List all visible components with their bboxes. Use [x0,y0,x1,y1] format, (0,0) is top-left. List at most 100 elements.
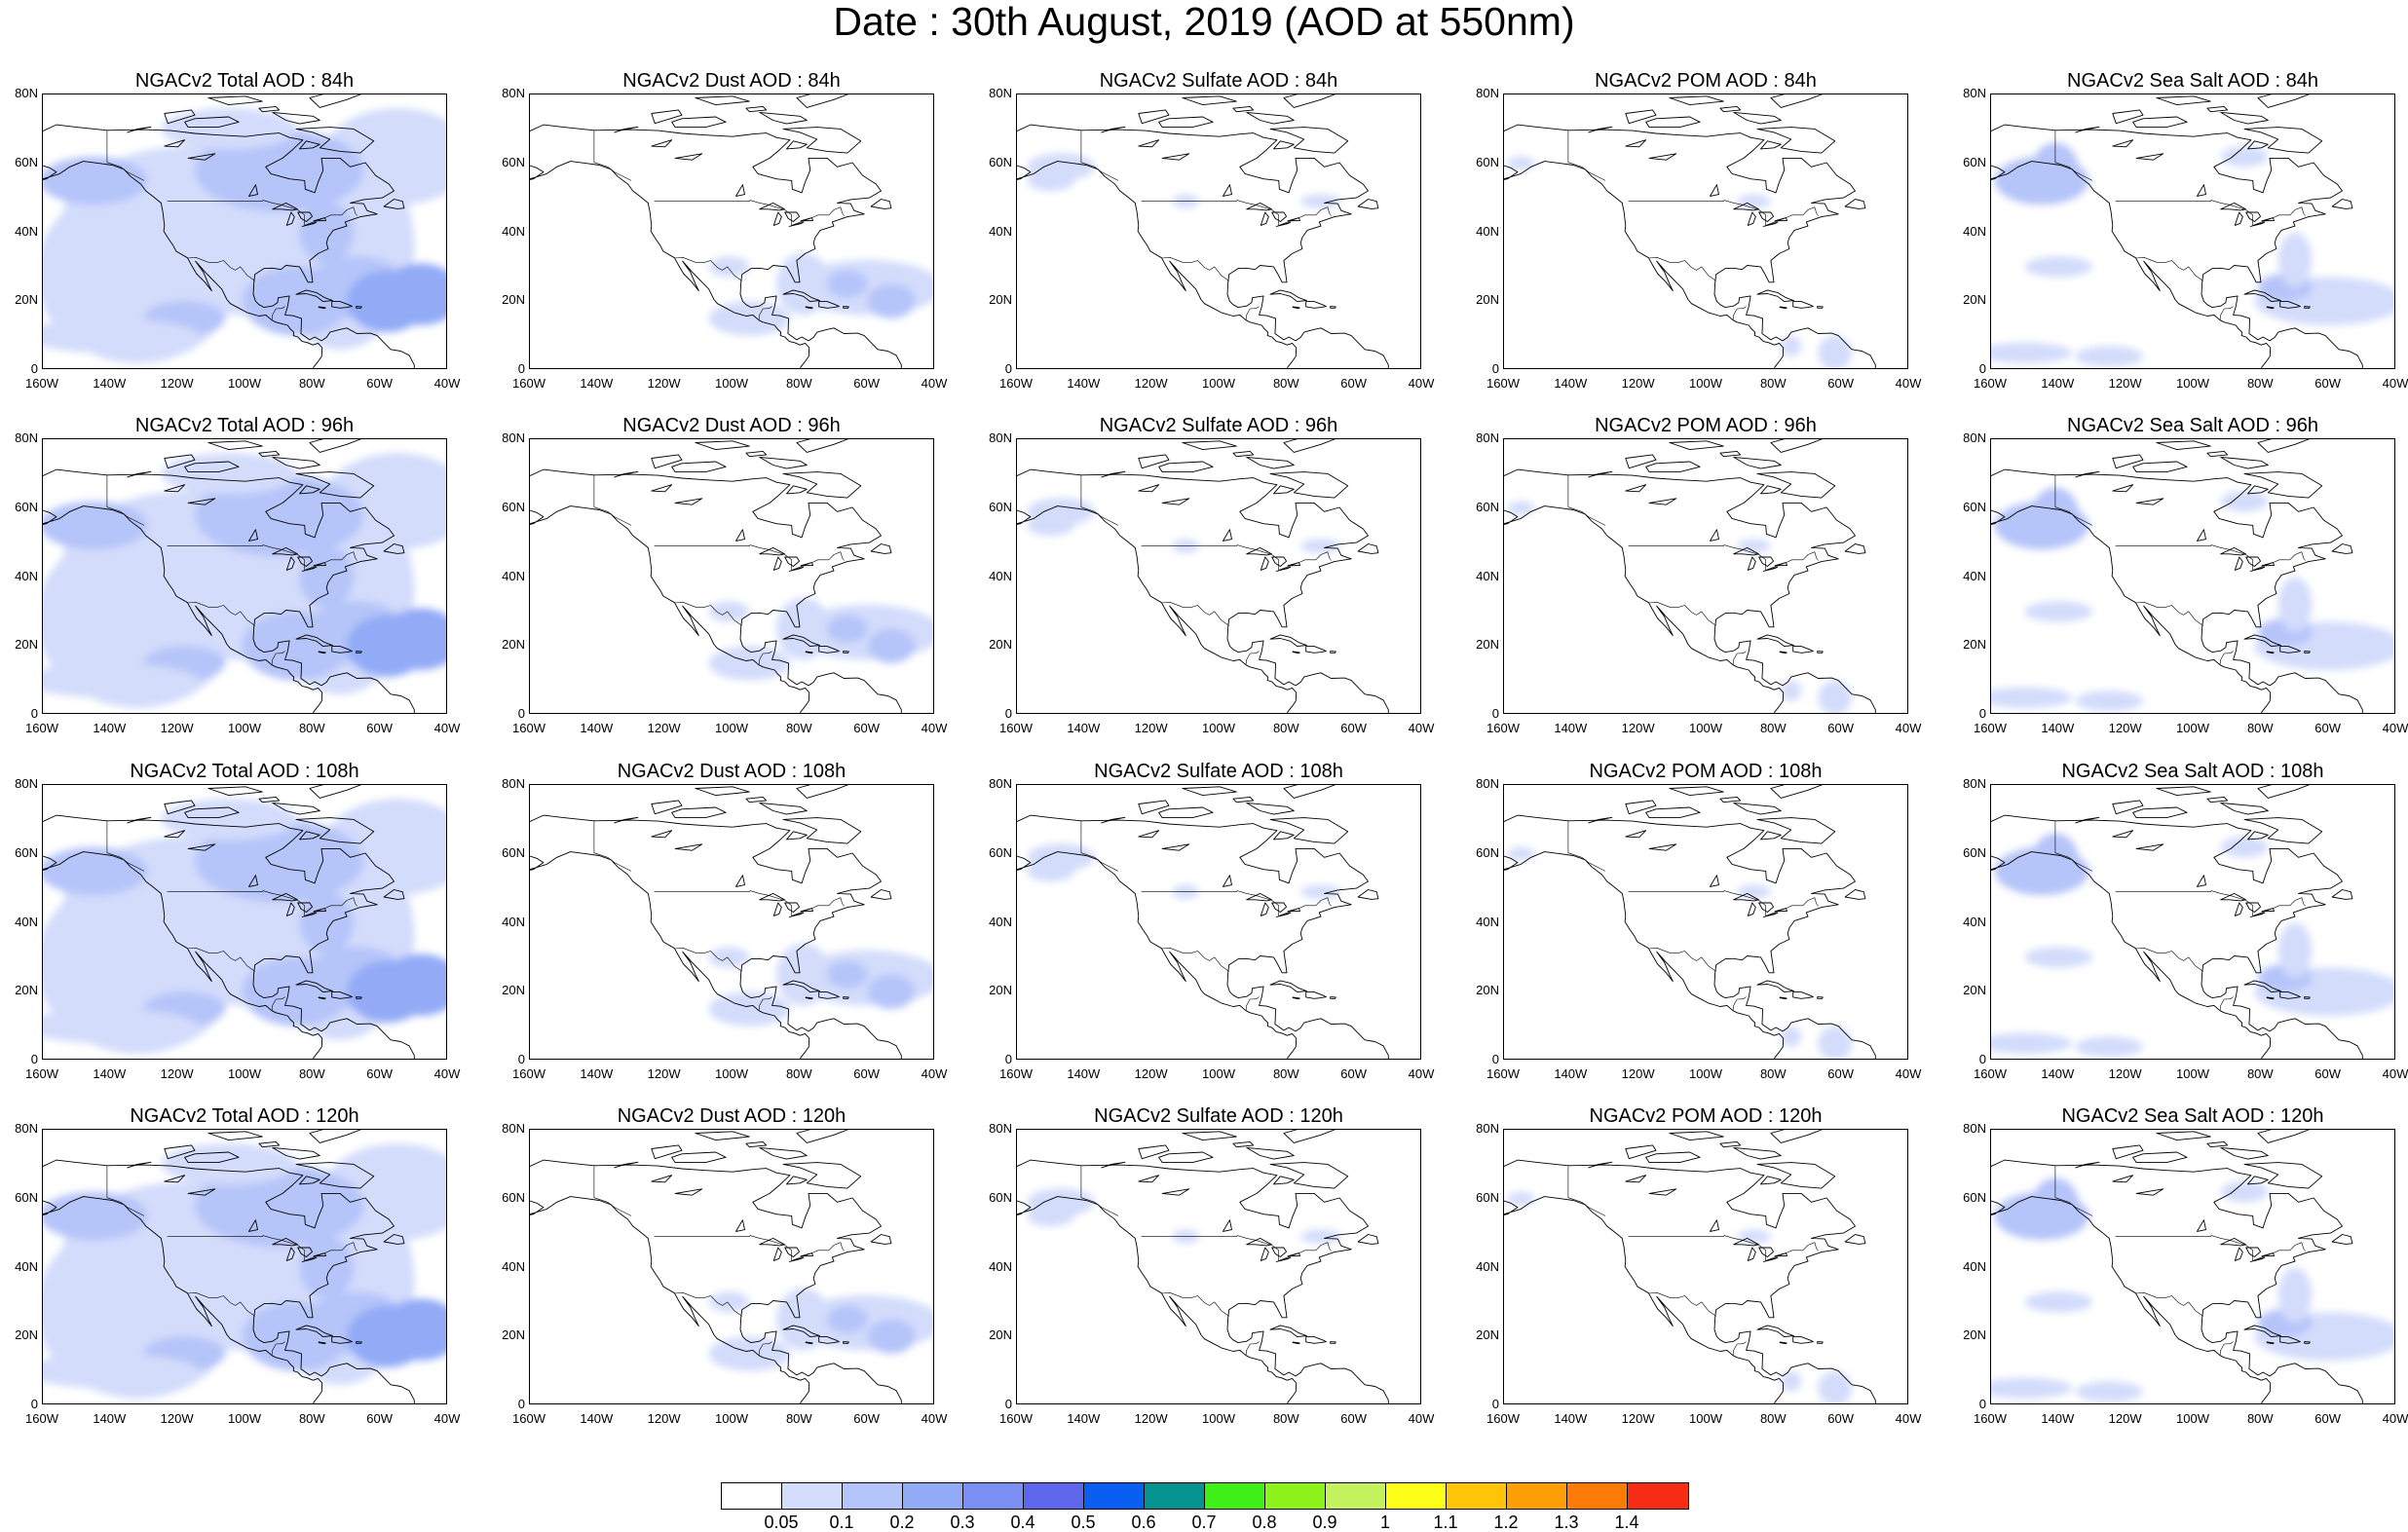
island-outline [1779,996,1787,1000]
y-tick-label: 80N [1963,776,1986,791]
island-outline [2243,817,2323,844]
island-outline [1779,306,1787,310]
island-outline [295,1325,333,1338]
map-panel-pom-120h: NGACv2 POM AOD : 120h 80N 60N 40N 20N 0 160W 14… [1476,1105,1921,1434]
border-line [1080,820,1119,872]
island-outline [1158,461,1214,473]
x-tick-label: 140W [2041,376,2075,391]
island-outline [870,543,892,554]
aod-field [43,453,446,708]
lake-outline [1246,892,1272,902]
lake-outline [784,902,801,913]
island-outline [2220,111,2269,125]
y-tick-label: 20N [15,637,38,653]
lake-outline [2220,546,2246,556]
coastline [1504,1196,1785,1403]
island-outline [1588,1161,1613,1169]
aod-shade [1991,342,2073,363]
x-tick-label: 80W [1272,1066,1299,1081]
island-outline [2132,1151,2188,1164]
y-tick-label: 80N [502,1121,525,1136]
island-outline [383,889,405,900]
island-outline [1138,1144,1170,1160]
island-outline [299,485,320,495]
coastline [1991,161,2272,368]
y-tick-label: 60N [989,844,1012,860]
aod-shade [708,601,750,622]
aod-field [1027,1188,1341,1244]
x-tick-label: 160W [25,1066,58,1081]
lake-outline [735,875,745,887]
island-outline [1733,111,1782,125]
aod-shade [1991,1032,2073,1054]
island-outline [1770,1130,1824,1143]
island-outline [1101,1161,1126,1169]
map-frame [529,784,934,1060]
island-outline [1770,439,1824,453]
border-line [167,1235,357,1261]
island-outline [331,646,353,654]
aod-shade [299,545,354,609]
coastline [530,1159,902,1403]
x-tick-label: 60W [1340,376,1368,391]
island-outline [309,439,362,453]
y-tick-label: 40N [1963,223,1986,239]
panel-title: NGACv2 Sea Salt AOD : 120h [2061,1105,2324,1127]
island-outline [1269,127,1349,154]
colorbar-label: 0.4 [1010,1513,1035,1532]
x-tick-label: 160W [25,1411,58,1426]
island-outline [2266,651,2275,654]
coastline [1991,505,2272,713]
x-tick-label: 100W [715,1411,748,1426]
x-tick-label: 40W [2382,376,2408,391]
border-line [1161,948,1229,972]
x-tick-label: 120W [1134,721,1168,735]
island-outline [2266,996,2275,1000]
island-outline [1158,116,1214,129]
map-canvas [530,785,933,1059]
island-outline [796,94,849,108]
x-tick-label: 160W [999,1066,1033,1081]
aod-shade [1781,1026,1802,1047]
coastline [530,468,902,713]
aod-shade [827,615,868,643]
coastline [530,851,810,1059]
island-outline [299,140,320,150]
x-tick-label: 60W [2314,1066,2342,1081]
lake-outline [1747,556,1756,571]
island-outline [295,634,333,648]
island-outline [2304,306,2311,309]
coastline [530,814,902,1059]
border-line [593,1165,632,1216]
island-outline [1844,1234,1866,1245]
lake-outline [1260,211,1269,226]
island-outline [2243,634,2281,648]
island-outline [1756,289,1794,303]
map-canvas [1504,94,1876,368]
lake-outline [2112,484,2134,493]
lake-outline [1648,1188,1677,1196]
island-outline [1669,1131,1724,1141]
aod-field [1991,142,2394,367]
map-canvas [1991,785,2394,1059]
island-outline [295,980,333,993]
aod-shade [2075,1381,2143,1402]
island-outline [782,289,820,303]
aod-shade [195,819,364,903]
y-tick-label: 0 [1004,706,1012,721]
lake-outline [759,202,785,211]
island-outline [1138,109,1170,125]
x-tick-label: 60W [1340,721,1368,735]
aod-shade [2220,146,2269,168]
lake-outline [1287,1252,1300,1257]
colorbar-label: 0.5 [1071,1513,1096,1532]
map-canvas [1991,94,2394,368]
map-frame [1503,438,1908,714]
border-line [1161,602,1229,626]
colorbar-swatch [722,1483,782,1509]
y-tick-label: 20N [1963,637,1986,653]
island-outline [2257,785,2311,799]
island-outline [1357,889,1379,900]
map-panel-seasalt-108h: NGACv2 Sea Salt AOD : 108h 80N 60N 40N 20N 0 1… [1963,761,2408,1089]
border-line [1732,651,1747,665]
